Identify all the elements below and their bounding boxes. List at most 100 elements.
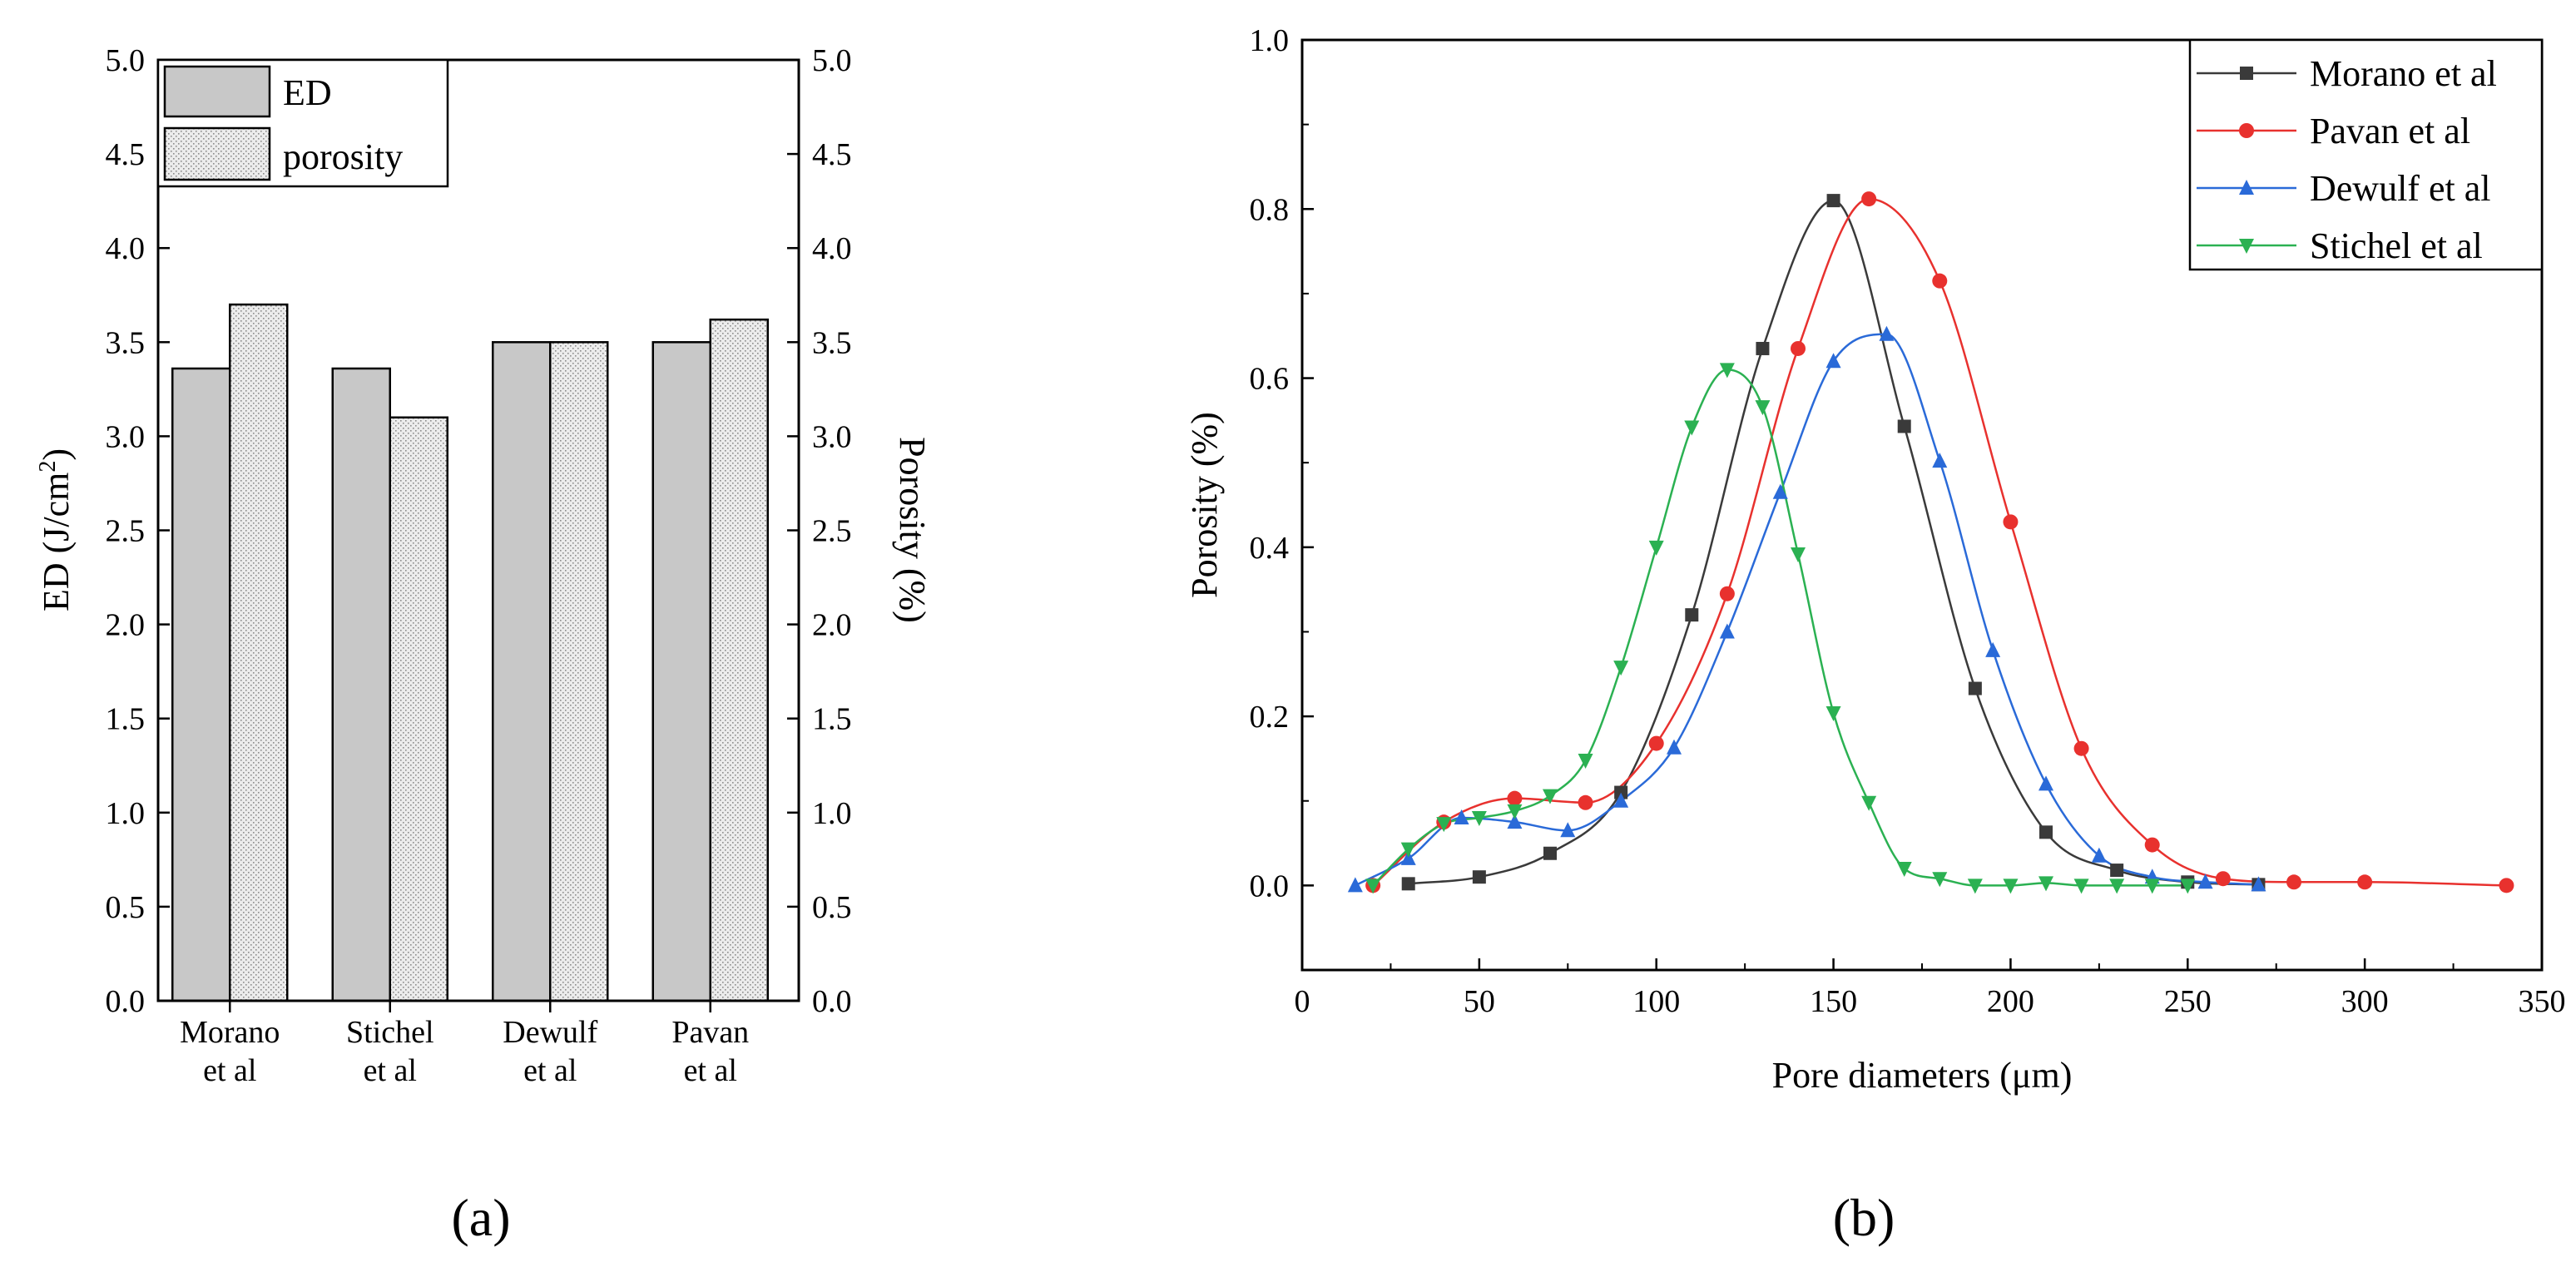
series-line-2 [1355,333,2259,887]
y-tick-label-left: 5.0 [106,43,146,78]
bar-chart-panel: 0.0 0.0 0.5 0.5 1.0 1.0 1.5 1.5 2.0 2.0 2.5 2.5 3.0 3… [35,43,933,1088]
axis-ticks: 0 50 100 150 200 250 300 350 0.0 0.2 0.4 0.6 0.8 1.0 [1250,23,2566,1019]
data-point [2109,878,2125,894]
data-point [1472,870,1486,884]
y-tick-label-right: 4.5 [812,137,852,172]
data-point [2039,775,2053,791]
data-point [2357,874,2373,890]
data-point [1648,540,1664,556]
data-point [1685,608,1699,622]
data-point [2180,878,2196,894]
y-tick-label-right: 3.0 [812,419,852,454]
data-point [1896,862,1912,878]
data-point [1879,325,1895,341]
data-point [1826,194,1840,208]
legend-marker-0 [2240,67,2253,80]
data-point [2039,825,2053,839]
data-point [1719,363,1735,379]
data-point [1507,790,1523,806]
y-tick-label-right: 3.5 [812,325,852,360]
data-point [1507,814,1523,829]
line-chart-panel: 0 50 100 150 200 250 300 3500.00.20.40.60.81.0 … [1184,23,2566,1096]
axis-ticks: 0.0 0.0 0.5 0.5 1.0 1.0 1.5 1.5 2.0 2.0 2.5 2.5 3.0 3… [106,43,852,1019]
data-point [1791,547,1806,562]
series-line-1 [1372,197,2507,887]
legend-label-3: Stichel et al [2310,225,2483,266]
data-point [1454,809,1469,825]
data-point [2073,740,2089,756]
y-tick-label: 0.2 [1250,700,1290,735]
data-point [1791,340,1806,356]
y-tick-label-left: 3.0 [106,419,146,454]
data-point [1861,795,1877,811]
data-point [1932,453,1948,468]
bar-porosity-1 [389,416,448,1002]
data-point [2215,871,2231,887]
data-point [1471,811,1487,827]
data-point [1648,735,1664,751]
data-point [2039,876,2053,892]
y-tick-label-right: 0.5 [812,890,852,925]
x-tick-label: Pavan [671,1015,749,1050]
y-tick-label: 1.0 [1250,23,1290,58]
y-tick-label: 0.8 [1250,192,1290,227]
data-point [1543,846,1557,860]
x-tick-label: 150 [1810,984,1857,1019]
series-lines [1355,197,2507,887]
y-axis-label-left: ED (J/cm2) [35,448,77,611]
legend: Morano et al Pavan et al Dewulf et al Stich… [2188,38,2544,271]
data-point [1401,877,1415,891]
data-point [1347,877,1363,893]
data-point [2286,874,2301,890]
data-point [1861,191,1877,207]
data-point [1719,623,1735,639]
legend-swatch-ed [163,65,271,118]
data-point [2003,878,2019,894]
data-point [1684,420,1700,436]
data-point [1968,681,1982,695]
data-point [2003,514,2019,530]
y-axis-label-left-base: ED (J/cm [36,473,77,611]
legend-label-ed: ED [283,72,332,113]
legend-marker-2 [2239,180,2254,195]
y-tick-label-left: 4.0 [106,231,146,266]
y-axis-label-right: Porosity (%) [892,437,933,623]
data-point [1614,785,1628,799]
x-tick-label: 50 [1464,984,1495,1019]
data-point [1667,739,1682,755]
x-tick-label: et al [364,1053,417,1088]
x-tick-label: 350 [2519,984,2566,1019]
x-tick-label: Morano [180,1015,280,1050]
bar-porosity-3 [709,318,769,1002]
bar-ED-0 [171,367,231,1002]
y-tick-label-left: 1.5 [106,702,146,737]
panel-label-b: (b) [1833,1188,1895,1247]
y-tick-label-right: 4.0 [812,231,852,266]
data-point [1400,842,1416,858]
data-point [1932,872,1948,888]
legend-label-0: Morano et al [2310,53,2497,94]
data-point [1578,794,1593,810]
data-point [1400,849,1416,865]
data-point [2251,876,2266,892]
bar-porosity-0 [229,303,289,1002]
data-point [2144,837,2160,853]
y-tick-label-right: 1.0 [812,796,852,831]
data-point [1543,789,1558,804]
y-tick-label-right: 2.5 [812,514,852,549]
bar-ED-2 [492,341,552,1002]
data-point [1436,817,1452,833]
x-tick-label: 0 [1295,984,1310,1019]
series-line-0 [1408,199,2259,886]
data-point [2197,874,2213,889]
y-tick-label-left: 2.5 [106,514,146,549]
x-tick-label: et al [203,1053,256,1088]
y-tick-label: 0.4 [1250,531,1290,566]
x-tick-label: Dewulf [503,1015,597,1050]
data-point [1507,804,1523,819]
y-tick-label-left: 4.5 [106,137,146,172]
y-tick-label-left: 0.0 [106,984,146,1019]
data-point [1825,353,1841,369]
bar-ED-1 [331,367,391,1002]
data-point [1613,792,1629,808]
